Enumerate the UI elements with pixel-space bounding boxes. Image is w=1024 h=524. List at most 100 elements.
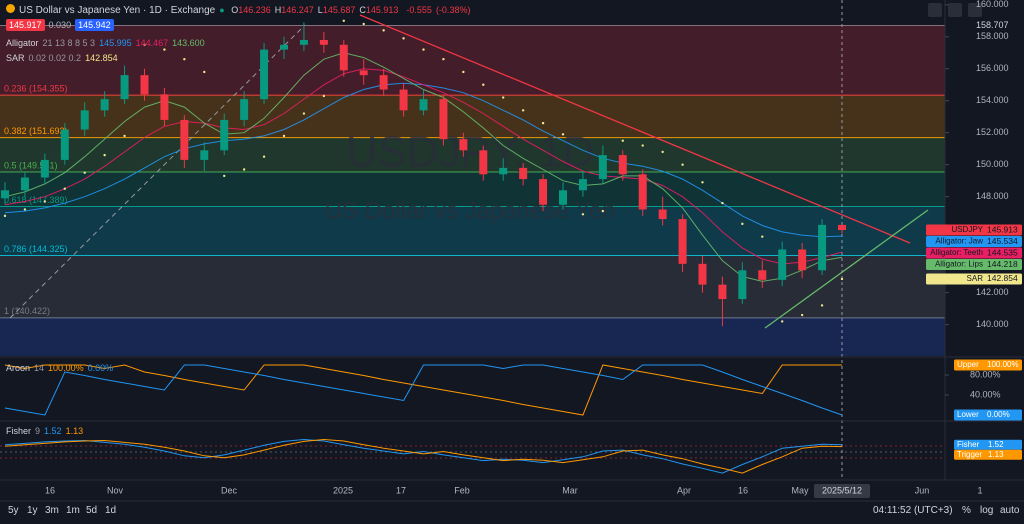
fib-label: 0.236 (154.355): [4, 83, 68, 93]
candle-body: [499, 167, 508, 175]
candle-body: [578, 179, 587, 191]
candle-body: [120, 75, 129, 100]
header: US Dollar vs Japanese Yen · 1D · Exchang…: [6, 4, 474, 16]
value-tag: [954, 439, 1022, 450]
y-tick-label: 158.000: [976, 31, 1009, 41]
candle-body: [459, 139, 468, 151]
range-button[interactable]: 1d: [105, 505, 117, 516]
aroon-line: [4, 364, 843, 416]
candle-body: [439, 99, 448, 140]
sar-dot: [681, 163, 684, 166]
fib-band: [0, 206, 945, 256]
axis-option[interactable]: log: [980, 505, 994, 516]
x-tick-label: Apr: [677, 485, 691, 495]
x-tick-label: May: [791, 485, 809, 495]
sar-dot: [262, 155, 266, 158]
sar-dot: [103, 153, 106, 157]
sar-dot: [83, 171, 86, 174]
x-tick-label: 1: [977, 485, 982, 495]
sar-dot: [482, 83, 485, 86]
sar-dot: [63, 187, 66, 190]
ohlc-value: 145.913: [365, 5, 399, 15]
candle-body: [299, 39, 308, 45]
candle-body: [379, 75, 388, 90]
price-tag: [926, 224, 1022, 236]
fib-band: [0, 137, 945, 173]
candle-body: [260, 49, 269, 100]
y-tick-label: 154.000: [976, 95, 1009, 105]
range-button[interactable]: 5y: [8, 505, 19, 516]
cursor-date: 2025/5/12: [822, 485, 862, 495]
sar-dot: [23, 208, 27, 211]
price-tag-name: USDJPY: [951, 225, 983, 234]
value-tag-value: 100.00%: [987, 360, 1019, 369]
axis-option[interactable]: auto: [1000, 505, 1020, 516]
fisher-line: [4, 438, 843, 474]
candle-body: [618, 155, 627, 175]
sar-dot: [541, 121, 545, 125]
sar-dot: [581, 213, 585, 216]
range-button[interactable]: 1m: [66, 505, 80, 516]
sar-dot: [641, 144, 644, 147]
legend-params: 21 13 8 8 5 3: [42, 38, 96, 48]
sell-button[interactable]: 145.917: [6, 19, 45, 31]
ohlc-value: 146.247: [281, 5, 314, 15]
axis-option[interactable]: %: [962, 505, 971, 516]
candle-body: [559, 190, 567, 205]
range-button[interactable]: 3m: [45, 505, 59, 516]
price-tag-value: 145.534: [987, 236, 1018, 246]
sar-legend: SAR 0.02 0.02 0.2 142.854: [6, 53, 122, 63]
fib-label: 0.5 (149.541): [4, 160, 58, 170]
y-tick-label: 40.00%: [970, 389, 1001, 399]
sar-dot: [840, 277, 844, 281]
candle-body: [758, 270, 767, 280]
candle-body: [698, 263, 707, 285]
trade-buttons: 145.917 0.030 145.942: [6, 19, 118, 31]
price-tag-label: 158.707: [976, 20, 1009, 30]
x-tick-label: Nov: [107, 485, 124, 495]
y-tick-label: 160.000: [976, 0, 1009, 9]
legend-name: Alligator: [6, 38, 39, 48]
candle-body: [539, 179, 548, 205]
candle-body: [240, 99, 249, 120]
ohlc-letter: O: [231, 5, 239, 15]
sar-dot: [203, 70, 206, 74]
legend-value: 144.467: [135, 38, 169, 48]
sar-dot: [621, 139, 624, 142]
value-tag-value: 1.52: [988, 440, 1004, 449]
legend-value: 143.600: [172, 38, 205, 48]
candle-body: [658, 209, 667, 220]
alligator-line: [4, 68, 843, 265]
change: -0.555: [406, 5, 432, 15]
x-tick-label: 16: [45, 485, 55, 495]
price-tag-value: 144.218: [987, 259, 1018, 269]
price-tag: [946, 19, 1023, 32]
buy-button[interactable]: 145.942: [75, 19, 114, 31]
legend-value: 100.00%: [48, 363, 84, 373]
candle-body: [838, 224, 846, 231]
fib-label: 0.618 (147.389): [4, 195, 68, 205]
sar-dot: [502, 96, 505, 99]
x-tick-label: 17: [396, 485, 406, 495]
x-tick-label: Feb: [454, 485, 470, 495]
price-tag: [926, 236, 1022, 248]
sar-dot: [282, 134, 286, 138]
value-tag-value: 1.13: [988, 450, 1004, 459]
value-tag-value: 0.00%: [987, 410, 1010, 419]
price-tag-value: 145.913: [987, 224, 1018, 234]
sar-dot: [721, 201, 724, 205]
aroon-line: [4, 364, 842, 416]
value-tag-name: Fisher: [957, 440, 980, 449]
price-tag-value: 144.535: [987, 247, 1018, 257]
candle-body: [718, 284, 727, 300]
range-button[interactable]: 5d: [86, 505, 98, 516]
sar-dot: [163, 48, 166, 51]
sar-dot: [382, 29, 385, 32]
sar-dot: [402, 37, 405, 40]
y-tick-label: 148.000: [976, 191, 1009, 201]
range-button[interactable]: 1y: [27, 505, 38, 516]
price-tag-value: 142.854: [987, 273, 1018, 283]
value-tag: [954, 359, 1022, 371]
top-icons[interactable]: [928, 3, 982, 17]
